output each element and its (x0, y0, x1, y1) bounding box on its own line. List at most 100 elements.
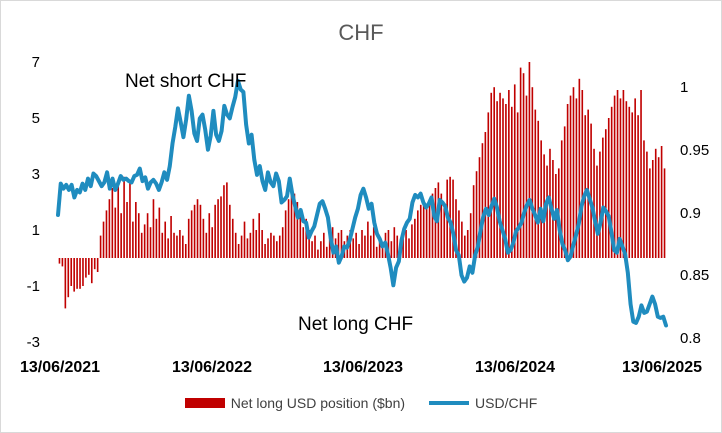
bar (305, 218, 308, 258)
bar (622, 90, 625, 258)
bar (290, 190, 293, 258)
bar (76, 258, 78, 289)
bar (505, 104, 507, 258)
x-tick-label: 13/06/2025 (622, 359, 702, 376)
bar (604, 129, 607, 258)
bar (525, 95, 528, 258)
bar (132, 221, 134, 258)
bar (196, 199, 199, 258)
bar (281, 227, 284, 258)
bar (531, 87, 534, 258)
bar (607, 118, 610, 258)
bar (258, 213, 261, 258)
bar (572, 87, 575, 258)
bar (120, 213, 122, 258)
bar (67, 258, 70, 298)
bar (155, 218, 158, 258)
bar (452, 179, 454, 258)
bar (102, 221, 105, 258)
bar (463, 235, 466, 258)
y-left-tick-label: -3 (27, 334, 40, 351)
bar (390, 241, 393, 258)
bar (205, 232, 208, 258)
bar (82, 258, 84, 286)
annotation-net-long: Net long CHF (298, 314, 413, 335)
bar (663, 168, 666, 258)
bar (425, 207, 428, 258)
bar (364, 235, 366, 258)
bar (99, 235, 102, 258)
bar (208, 213, 211, 258)
bar (367, 221, 369, 258)
bar (296, 202, 299, 258)
bar (499, 92, 501, 258)
usd-chf-line (56, 78, 668, 328)
y-right-tick-label: 0.8 (680, 330, 701, 347)
bar (625, 101, 628, 258)
bar (587, 109, 589, 258)
bar (619, 98, 622, 259)
bar (381, 244, 384, 258)
legend-swatch-line (429, 401, 470, 405)
bar (90, 258, 93, 284)
bar (372, 227, 375, 258)
bar (246, 238, 249, 258)
bar (193, 204, 196, 258)
bar (540, 140, 542, 258)
bar (510, 106, 513, 258)
chart-title: CHF (338, 20, 384, 45)
bar (123, 176, 125, 258)
annotation-net-short: Net short CHF (125, 71, 246, 92)
bar (440, 193, 443, 258)
bar (264, 244, 266, 258)
bar (79, 258, 81, 289)
legend-label-bars: Net long USD position ($bn) (230, 395, 406, 411)
bar (593, 148, 595, 258)
legend-item-line: USD/CHF (429, 395, 537, 411)
bar (214, 204, 216, 258)
bar (249, 232, 252, 258)
bar (643, 140, 645, 258)
bar (355, 232, 357, 258)
bar (314, 235, 316, 258)
y-axis-left: 7 5 3 1 -1 -3 (27, 54, 40, 351)
bar (73, 258, 75, 292)
bar (70, 258, 73, 286)
bar (414, 218, 416, 258)
bar (569, 95, 572, 258)
bar (270, 232, 272, 258)
bar (135, 202, 137, 258)
bar (243, 221, 246, 258)
bar (405, 230, 407, 258)
bar (387, 230, 390, 258)
bar (96, 258, 99, 272)
y-left-tick-label: -1 (27, 278, 40, 295)
bar (455, 199, 457, 258)
bar (176, 235, 178, 258)
bar (182, 235, 184, 258)
legend-swatch-bar (184, 398, 225, 408)
bar (484, 132, 487, 258)
bar (490, 92, 493, 258)
bar (519, 67, 522, 258)
bar (581, 90, 584, 258)
y-left-tick-label: 3 (32, 166, 40, 183)
bar (590, 123, 592, 258)
bar (252, 218, 255, 258)
bar (651, 160, 654, 258)
bar (202, 218, 205, 258)
bar (513, 84, 516, 259)
bar (143, 224, 146, 258)
bar (190, 210, 193, 258)
bar (311, 241, 313, 258)
bar (114, 207, 117, 258)
bar (516, 112, 519, 259)
bar (231, 218, 234, 258)
bar (64, 258, 67, 309)
bar (278, 235, 281, 258)
bar (466, 230, 469, 258)
bar (361, 230, 363, 258)
bar (234, 232, 237, 258)
bar (184, 244, 187, 258)
